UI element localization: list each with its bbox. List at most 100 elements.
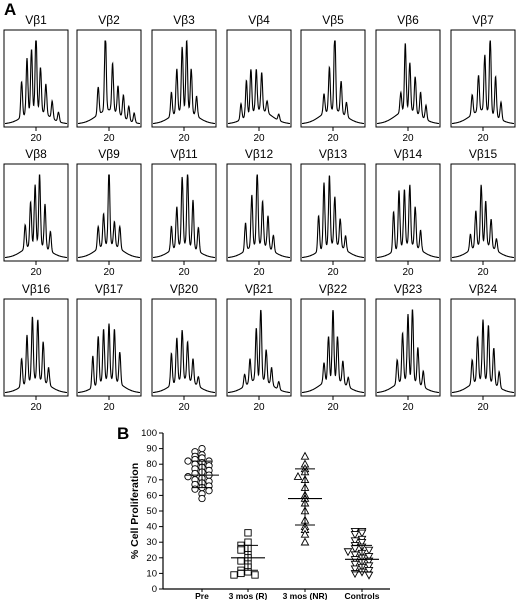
x-tick-label: 20 [327,267,339,278]
spectratype-trace [5,174,67,259]
x-tick-label: 20 [327,402,339,413]
panel-label: Vβ6 [397,13,419,27]
spectratype-panel: Vβ1 20 [3,13,69,144]
spectratype-panel: Vβ16 20 [3,282,69,413]
x-tick-label: 20 [30,133,42,144]
spectratype-trace [377,43,439,125]
data-point [350,560,360,569]
spectratype-panel: Vβ5 20 [300,13,366,144]
data-point [364,552,374,561]
data-point [300,537,310,546]
spectratype-panel: Vβ4 20 [226,13,292,144]
panel-label: Vβ3 [173,13,195,27]
panel-label: Vβ15 [469,147,498,161]
data-point [364,546,374,555]
x-tick-label: 20 [477,402,489,413]
spectratype-panel: Vβ11 20 [151,147,217,278]
panel-label: Vβ16 [22,282,51,296]
x-tick-label: 20 [253,133,265,144]
spectratype-trace [452,319,514,394]
spectratype-panel: Vβ22 20 [300,282,366,413]
panel-label: Vβ23 [394,282,423,296]
y-tick-label: 50 [146,506,157,517]
spectratype-trace [377,184,439,259]
panel-label: Vβ20 [170,282,199,296]
data-point [293,471,303,480]
spectratype-trace [228,174,290,259]
spectratype-panel: Vβ13 20 [300,147,366,278]
data-point [364,571,374,580]
spectratype-panel: Vβ8 20 [3,147,69,278]
data-point [230,571,238,579]
panel-label: Vβ17 [95,282,124,296]
x-tick-label: 20 [178,267,190,278]
spectratype-trace [302,310,364,394]
x-tick-label: 20 [477,267,489,278]
scatter-group [343,528,379,580]
panel-label: Vβ2 [98,13,120,27]
y-tick-label: 80 [146,459,157,470]
data-point [357,529,367,538]
spectratype-trace [302,175,364,259]
spectratype-panel: Vβ20 20 [151,282,217,413]
data-point [251,571,259,579]
x-tick-label: 20 [402,133,414,144]
data-point [343,548,353,557]
x-tick-label: 20 [477,133,489,144]
x-tick-label: 20 [30,267,42,278]
data-point [237,569,245,578]
data-point [244,538,252,546]
panel-label: Vβ22 [319,282,348,296]
spectratype-trace [78,323,140,394]
panel-label: Vβ9 [98,147,120,161]
data-point [184,473,192,481]
y-axis-label: % Cell Proliferation [129,463,141,559]
data-point [350,531,360,540]
panel-label: Vβ4 [248,13,270,27]
panel-b-letter: B [117,424,130,443]
data-point [191,469,199,478]
panel-label: Vβ8 [25,147,47,161]
panel-label: Vβ5 [322,13,344,27]
data-point [237,557,245,565]
spectratype-panel: Vβ15 20 [450,147,516,278]
panel-label: Vβ13 [319,147,348,161]
scatter-group [288,451,322,546]
data-point [350,565,360,574]
spectratype-trace [302,40,364,125]
panel-label: Vβ11 [170,147,198,161]
spectratype-panel: Vβ17 20 [76,282,142,413]
spectratype-trace [452,184,514,259]
y-tick-label: 70 [146,475,157,486]
data-point [198,494,206,503]
spectratype-trace [228,309,290,394]
x-tick-label: 20 [178,133,190,144]
x-tick-label: 20 [253,402,265,413]
scatter-group [184,444,219,503]
data-point [198,444,206,453]
data-point [191,485,199,493]
panel-label: Vβ24 [469,282,498,296]
x-category-label: Pre [195,591,209,600]
spectratype-trace [5,40,67,125]
spectratype-panel: Vβ12 20 [226,147,292,278]
data-point [300,529,310,538]
x-tick-label: 20 [253,267,265,278]
spectratype-grid: Vβ1 20 Vβ2 20 Vβ3 20 Vβ4 20 Vβ5 20 Vβ6 20 Vβ7 20 Vβ8 20… [3,13,516,413]
spectratype-trace [377,309,439,394]
data-point [184,457,192,465]
x-tick-label: 20 [178,402,190,413]
data-point [364,567,374,576]
data-point [350,545,360,554]
x-category-label: Controls [345,591,380,600]
spectratype-trace [78,174,140,259]
spectratype-panel: Vβ24 20 [450,282,516,413]
panel-label: Vβ21 [245,282,274,296]
y-tick-label: 20 [146,553,157,564]
data-point [205,487,213,495]
spectratype-trace [5,316,67,394]
spectratype-trace [153,330,215,394]
spectratype-panel: Vβ2 20 [76,13,142,144]
spectratype-panel: Vβ23 20 [375,282,441,413]
